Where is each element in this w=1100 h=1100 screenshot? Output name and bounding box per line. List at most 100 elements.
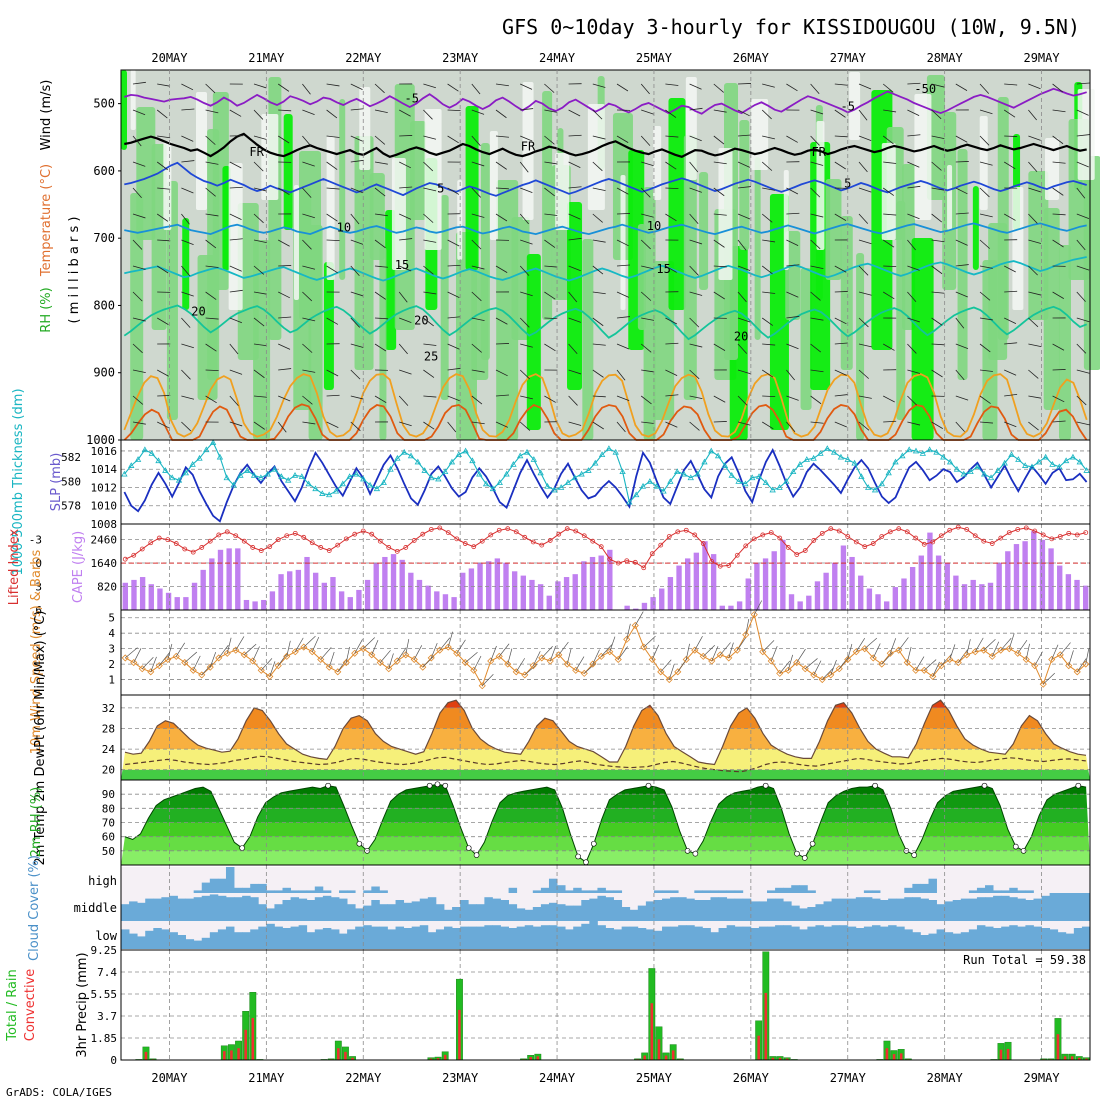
wind-barb xyxy=(350,395,364,400)
li-marker xyxy=(1006,530,1012,535)
wind-barb xyxy=(205,291,217,300)
cape-tick-label: 1640 xyxy=(91,557,118,570)
cloud-bar xyxy=(363,925,372,949)
precip-legend-total: Total / Rain xyxy=(5,969,20,1042)
li-marker xyxy=(462,541,468,546)
wind-barb xyxy=(883,317,897,319)
rh-dry-streak xyxy=(816,121,825,250)
wind-barb xyxy=(326,213,338,222)
wind-barb xyxy=(1076,187,1086,199)
wind-barb xyxy=(882,239,895,248)
li-marker xyxy=(607,556,613,562)
rh-extreme-marker xyxy=(1075,782,1082,789)
cloud-bar xyxy=(904,929,913,949)
wind-barb xyxy=(1076,161,1089,168)
temp-tick-label: 28 xyxy=(102,722,115,735)
wind-barb-10m xyxy=(379,650,391,663)
wind-barb xyxy=(253,213,264,224)
cloud-bar xyxy=(613,900,623,921)
wind-barb xyxy=(1004,342,1018,345)
wind-tick-label: 5 xyxy=(108,612,115,625)
cape-bar xyxy=(451,597,457,610)
wind-speed-marker xyxy=(478,682,486,690)
li-marker xyxy=(522,534,528,540)
wind-barb xyxy=(640,187,651,198)
top-date-label: 25MAY xyxy=(636,51,673,65)
wind-barb xyxy=(156,213,169,222)
wind-barb xyxy=(737,395,748,406)
wind-barb xyxy=(931,369,943,378)
temp-band xyxy=(121,769,1090,780)
wind-barb xyxy=(1076,291,1086,302)
li-marker xyxy=(267,544,273,550)
wind-barb xyxy=(616,239,629,247)
wind-barb xyxy=(132,395,144,405)
thickness-marker xyxy=(619,468,626,475)
cloud-bar xyxy=(250,897,259,921)
cloud-bar xyxy=(217,878,227,893)
li-marker xyxy=(479,538,485,544)
cloud-bar xyxy=(645,901,655,921)
li-marker xyxy=(726,563,732,568)
wind-speed-marker xyxy=(1082,660,1090,668)
li-marker xyxy=(131,552,137,558)
cloud-bar xyxy=(847,898,857,921)
wind-barb xyxy=(156,265,169,274)
rh-extreme-marker xyxy=(590,840,597,847)
li-marker xyxy=(233,533,239,539)
wind-barb xyxy=(713,421,727,423)
wind-barb xyxy=(471,317,485,322)
wind-speed-marker xyxy=(869,654,877,662)
wind-barb xyxy=(495,394,509,397)
wind-barb xyxy=(689,83,702,90)
wind-barb xyxy=(181,421,192,432)
cloud-bar xyxy=(662,926,671,949)
rh-extreme-marker xyxy=(762,782,769,789)
thickness-marker xyxy=(701,458,708,465)
wind-speed-marker xyxy=(164,655,172,664)
precip-convective-bar xyxy=(458,1009,461,1060)
li-marker xyxy=(1023,525,1029,531)
wind-barb xyxy=(907,421,921,426)
wind-barb xyxy=(1052,161,1066,164)
wind-barb xyxy=(399,421,412,427)
wind-barb xyxy=(326,239,340,241)
thickness-marker xyxy=(285,476,292,483)
wind-barb xyxy=(205,369,219,371)
wind-speed-marker xyxy=(487,657,495,665)
wind-speed-marker xyxy=(121,654,129,662)
wind-barb xyxy=(786,187,799,195)
wind-barb xyxy=(810,161,824,166)
rh-extreme-marker xyxy=(442,782,449,789)
wind-barb xyxy=(278,161,292,163)
wind-barb xyxy=(253,239,267,244)
cape-bar xyxy=(650,597,656,610)
li-marker xyxy=(318,545,324,550)
cloud-bar xyxy=(662,890,671,893)
wind-barb xyxy=(350,108,364,111)
cape-bar xyxy=(139,577,146,610)
cloud-bar xyxy=(896,898,905,921)
cloud-bar xyxy=(783,901,792,921)
cloud-bar xyxy=(322,928,332,949)
wind-barb xyxy=(737,317,751,323)
wind-barb-10m xyxy=(405,639,410,655)
wind-barb xyxy=(616,135,629,143)
li-marker xyxy=(1057,534,1063,539)
wind-barb xyxy=(907,343,917,354)
wind-barb xyxy=(374,109,388,114)
rh-dry-streak xyxy=(130,70,136,130)
wind-barb xyxy=(302,239,312,250)
wind-barb xyxy=(786,135,798,143)
wind-barb xyxy=(374,369,389,371)
thickness-marker xyxy=(865,484,872,490)
wind-barb xyxy=(350,421,361,432)
thickness-marker xyxy=(953,465,961,472)
top-date-label: 28MAY xyxy=(927,51,964,65)
wind-barb-10m xyxy=(592,649,600,665)
wind-speed-marker xyxy=(674,668,682,676)
rh-extreme-marker xyxy=(325,782,331,789)
cloud-bar xyxy=(726,925,736,949)
wind-speed-marker xyxy=(172,652,180,660)
precip-convective-bar xyxy=(529,1057,532,1060)
